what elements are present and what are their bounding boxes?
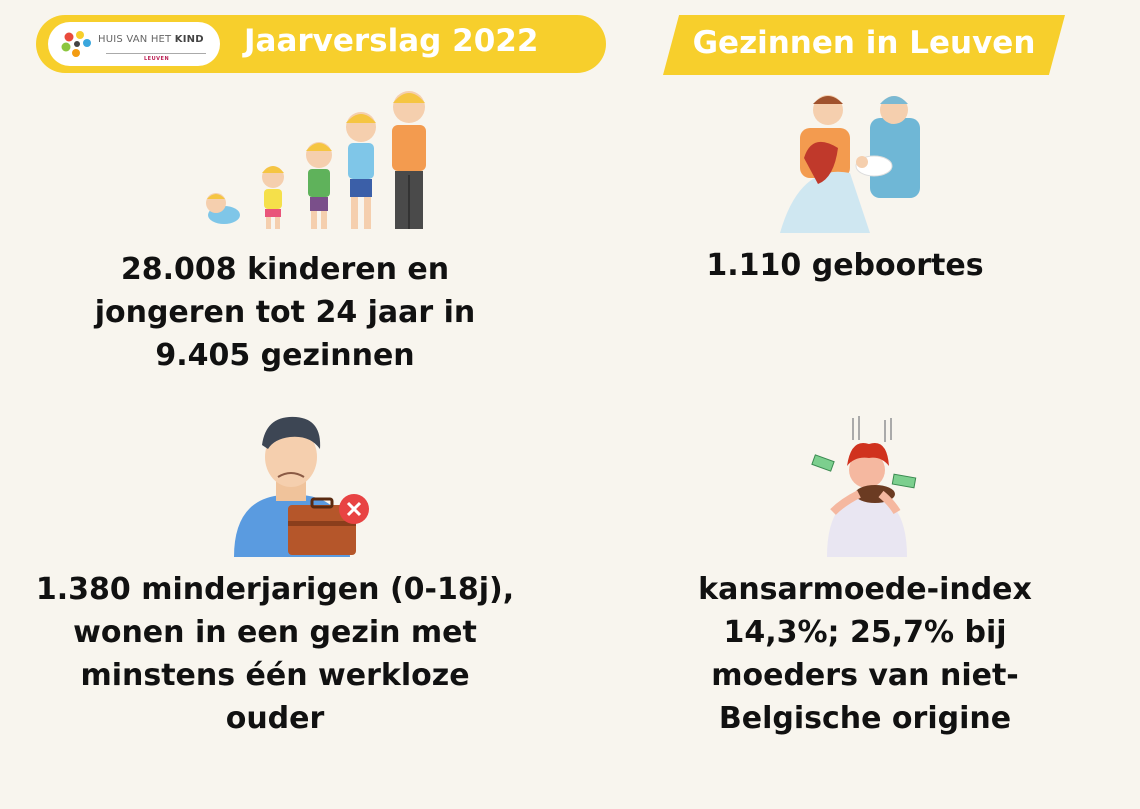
stat-poverty-line4: Belgische origine — [718, 701, 1012, 736]
logo-subtitle: LEUVEN — [144, 56, 170, 62]
stat-poverty-line3: moeders van niet- — [711, 658, 1019, 693]
page-title: Jaarverslag 2022 — [244, 23, 539, 59]
stat-unemployed-line3: minstens één werkloze — [80, 658, 470, 693]
logo-underline — [106, 53, 206, 54]
stat-births: 1.110 geboortes — [650, 244, 1040, 287]
stat-children-line2: jongeren tot 24 jaar in — [94, 295, 476, 330]
header-banner-right: Gezinnen in Leuven — [663, 15, 1065, 75]
stat-poverty-line2: 14,3%; 25,7% bij — [723, 615, 1007, 650]
section-title: Gezinnen in Leuven — [692, 25, 1036, 61]
newborn-family-icon — [780, 95, 920, 233]
flower-logo-icon — [61, 31, 91, 57]
stat-poverty-line1: kansarmoede-index — [698, 572, 1032, 607]
stressed-person-money-icon — [811, 416, 917, 557]
logo: HUIS VAN HET KIND LEUVEN — [48, 22, 220, 66]
logo-text: HUIS VAN HET KIND — [98, 34, 204, 45]
stat-children-line1: 28.008 kinderen en — [120, 252, 450, 287]
stat-unemployed: 1.380 minderjarigen (0-18j), wonen in ee… — [20, 568, 530, 740]
growing-children-icon — [206, 91, 426, 229]
stat-unemployed-line2: wonen in een gezin met — [73, 615, 477, 650]
unemployed-parent-icon — [234, 416, 369, 557]
stat-children-line3: 9.405 gezinnen — [155, 338, 415, 373]
stat-unemployed-line4: ouder — [225, 701, 325, 736]
stat-children: 28.008 kinderen en jongeren tot 24 jaar … — [60, 248, 510, 377]
header-banner-left: HUIS VAN HET KIND LEUVEN Jaarverslag 202… — [36, 15, 606, 73]
stat-unemployed-line1: 1.380 minderjarigen (0-18j), — [35, 572, 515, 607]
stat-poverty: kansarmoede-index 14,3%; 25,7% bij moede… — [655, 568, 1075, 740]
stat-births-line1: 1.110 geboortes — [706, 248, 984, 283]
